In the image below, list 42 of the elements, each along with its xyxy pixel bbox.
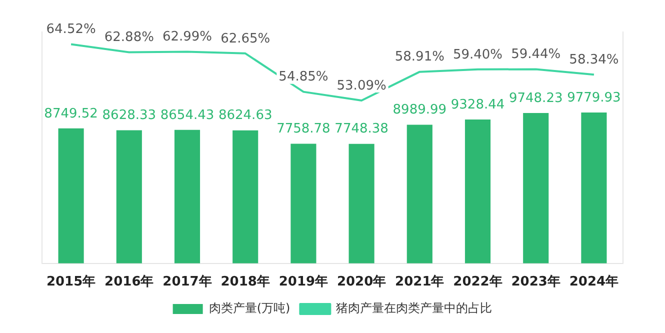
legend-label: 肉类产量(万吨) bbox=[208, 301, 290, 316]
bar bbox=[174, 130, 200, 264]
data-label: 7748.38 bbox=[334, 122, 388, 137]
x-tick-label: 2015年 bbox=[46, 274, 96, 290]
data-label: 9779.93 bbox=[567, 90, 621, 106]
x-tick-label: 2018年 bbox=[220, 274, 270, 290]
data-label: 8654.43 bbox=[160, 108, 214, 123]
bar bbox=[58, 128, 84, 264]
data-label: 62.88% bbox=[104, 30, 154, 46]
bar bbox=[290, 144, 316, 264]
bar bbox=[348, 144, 374, 264]
bar bbox=[232, 130, 258, 264]
data-label: 62.99% bbox=[162, 30, 212, 45]
x-tick-label: 2024年 bbox=[569, 274, 619, 290]
data-label: 9328.44 bbox=[450, 97, 505, 112]
data-label: 58.34% bbox=[569, 52, 619, 68]
data-label: 8989.99 bbox=[392, 102, 447, 118]
x-tick-label: 2023年 bbox=[511, 274, 560, 290]
data-label: 59.44% bbox=[511, 47, 561, 62]
data-label: 62.65% bbox=[220, 31, 270, 46]
data-label: 64.52% bbox=[46, 22, 96, 38]
x-tick-label: 2022年 bbox=[453, 274, 502, 290]
data-label: 53.09% bbox=[336, 78, 386, 94]
bar bbox=[116, 130, 142, 264]
data-label: 9748.23 bbox=[508, 90, 563, 106]
x-tick-label: 2019年 bbox=[278, 274, 328, 290]
data-label: 59.40% bbox=[452, 47, 503, 62]
legend-label: 猪肉产量在肉类产量中的占比 bbox=[336, 301, 492, 316]
x-tick-label: 2020年 bbox=[336, 274, 386, 290]
bar bbox=[406, 124, 432, 264]
data-label: 8624.63 bbox=[218, 108, 272, 124]
x-tick-label: 2017年 bbox=[162, 274, 212, 290]
x-tick-label: 2021年 bbox=[395, 274, 444, 290]
bar bbox=[581, 112, 607, 264]
bar bbox=[464, 119, 491, 264]
data-label: 8628.33 bbox=[102, 108, 156, 124]
bar bbox=[523, 113, 549, 264]
data-label: 58.91% bbox=[394, 50, 444, 65]
data-label: 54.85% bbox=[278, 70, 328, 85]
x-tick-label: 2016年 bbox=[104, 274, 154, 290]
data-label: 7758.78 bbox=[276, 122, 330, 137]
data-label: 8749.52 bbox=[44, 106, 98, 122]
